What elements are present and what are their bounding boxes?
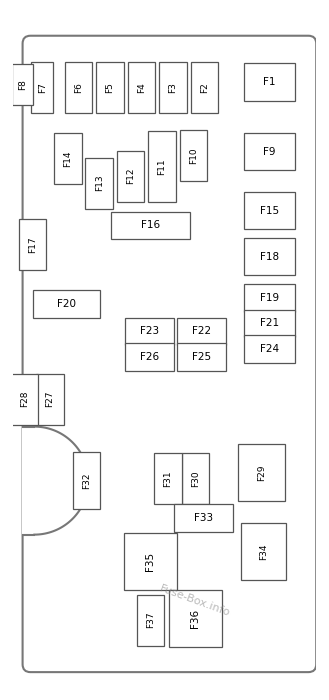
Text: F31: F31	[164, 470, 172, 487]
Text: F36: F36	[190, 608, 200, 628]
FancyBboxPatch shape	[182, 453, 209, 504]
FancyBboxPatch shape	[137, 594, 164, 645]
FancyBboxPatch shape	[174, 504, 233, 532]
FancyBboxPatch shape	[148, 131, 176, 202]
Polygon shape	[23, 421, 89, 535]
Text: F10: F10	[189, 147, 198, 164]
FancyBboxPatch shape	[11, 374, 38, 425]
FancyBboxPatch shape	[124, 533, 177, 589]
FancyBboxPatch shape	[169, 589, 222, 647]
Text: F5: F5	[106, 83, 114, 93]
Text: F14: F14	[63, 150, 72, 167]
FancyBboxPatch shape	[128, 62, 155, 113]
FancyBboxPatch shape	[54, 133, 82, 184]
Text: F16: F16	[141, 220, 160, 230]
FancyBboxPatch shape	[96, 62, 124, 113]
FancyBboxPatch shape	[65, 62, 92, 113]
FancyBboxPatch shape	[12, 64, 33, 106]
Text: F12: F12	[126, 168, 135, 184]
FancyBboxPatch shape	[190, 62, 218, 113]
Text: F19: F19	[260, 293, 279, 303]
FancyBboxPatch shape	[238, 444, 285, 501]
FancyBboxPatch shape	[243, 192, 295, 229]
Text: F20: F20	[57, 299, 76, 309]
Text: F9: F9	[263, 146, 275, 157]
Text: F24: F24	[260, 344, 279, 354]
Text: F26: F26	[140, 352, 159, 362]
Text: F13: F13	[95, 175, 104, 191]
Text: F15: F15	[260, 206, 279, 216]
Text: F23: F23	[140, 326, 159, 336]
FancyBboxPatch shape	[117, 150, 144, 202]
FancyBboxPatch shape	[23, 36, 316, 672]
FancyBboxPatch shape	[243, 309, 295, 337]
Text: F11: F11	[158, 158, 166, 175]
FancyBboxPatch shape	[73, 452, 100, 509]
FancyBboxPatch shape	[180, 130, 207, 181]
FancyBboxPatch shape	[111, 211, 190, 239]
Text: F7: F7	[38, 83, 47, 93]
Text: F37: F37	[146, 612, 155, 629]
FancyBboxPatch shape	[240, 523, 286, 580]
FancyBboxPatch shape	[86, 158, 113, 209]
FancyBboxPatch shape	[177, 343, 226, 370]
FancyBboxPatch shape	[243, 238, 295, 275]
Text: F8: F8	[18, 79, 27, 90]
FancyBboxPatch shape	[154, 453, 182, 504]
Text: F29: F29	[257, 465, 266, 481]
Text: Fuse-Box.info: Fuse-Box.info	[158, 583, 231, 618]
FancyBboxPatch shape	[33, 290, 100, 318]
Text: F18: F18	[260, 252, 279, 262]
Text: F27: F27	[46, 391, 55, 407]
FancyBboxPatch shape	[32, 62, 53, 113]
Text: F30: F30	[191, 470, 200, 487]
Text: F28: F28	[20, 391, 29, 407]
FancyBboxPatch shape	[243, 335, 295, 363]
Text: F22: F22	[192, 326, 211, 336]
FancyBboxPatch shape	[159, 62, 187, 113]
Text: F2: F2	[200, 83, 209, 93]
Text: F25: F25	[192, 352, 211, 362]
Text: F35: F35	[145, 552, 155, 570]
FancyBboxPatch shape	[177, 318, 226, 345]
FancyBboxPatch shape	[243, 284, 295, 312]
Text: F34: F34	[259, 543, 268, 559]
FancyBboxPatch shape	[19, 219, 46, 270]
Text: F17: F17	[28, 237, 37, 253]
Text: F32: F32	[82, 473, 91, 489]
FancyBboxPatch shape	[243, 63, 295, 101]
Text: F3: F3	[168, 83, 177, 93]
Text: F4: F4	[137, 83, 146, 93]
Text: F6: F6	[74, 83, 83, 93]
FancyBboxPatch shape	[125, 318, 174, 345]
FancyBboxPatch shape	[243, 133, 295, 170]
FancyBboxPatch shape	[36, 374, 64, 425]
Text: F21: F21	[260, 318, 279, 328]
FancyBboxPatch shape	[125, 343, 174, 370]
Text: F1: F1	[263, 77, 275, 87]
Text: F33: F33	[194, 513, 213, 523]
